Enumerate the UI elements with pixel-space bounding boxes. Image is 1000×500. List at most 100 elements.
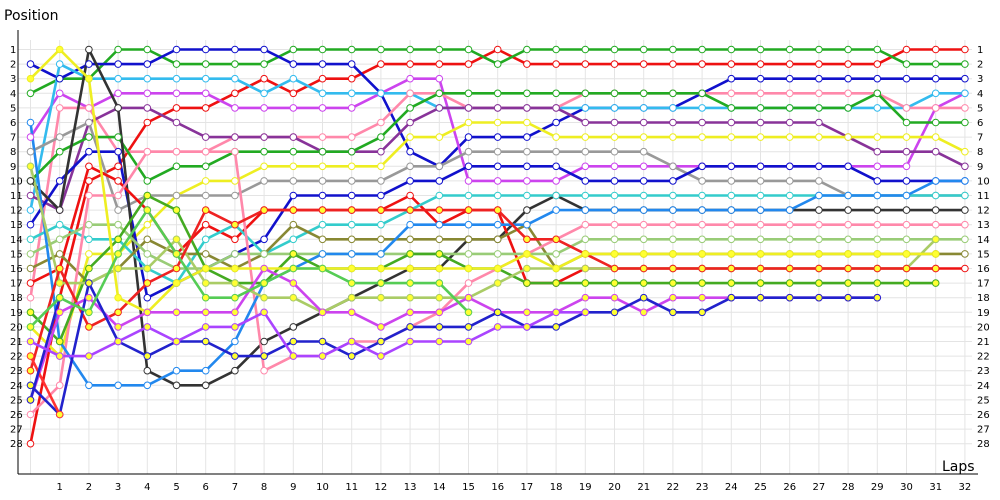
y-tick-label-left: 27 [10,425,23,436]
data-point [55,133,64,141]
x-tick-label: 27 [813,482,826,493]
x-tick-label: 9 [290,482,296,493]
data-point [639,177,648,185]
data-point [523,89,531,98]
data-point [552,118,560,127]
data-point [581,293,590,302]
data-point [318,308,327,317]
data-point [610,191,619,200]
data-point [493,133,502,141]
x-tick-label: 18 [550,482,563,493]
data-point [961,250,969,258]
data-point [464,89,473,98]
data-point [844,104,852,112]
data-point [114,264,122,273]
data-point [961,74,969,83]
data-point [435,293,444,302]
data-point [260,60,268,68]
data-point [785,293,794,302]
data-point [289,133,298,141]
x-tick-label: 24 [725,482,738,493]
data-point [377,133,385,141]
data-point [610,104,619,112]
data-point [114,337,122,346]
data-point [85,381,93,390]
data-point [639,45,648,54]
data-point [727,74,736,83]
data-point [639,206,648,214]
data-point [493,323,502,331]
data-point [26,74,35,83]
data-point [669,308,677,317]
data-point [231,74,239,83]
data-point [523,147,531,156]
data-point [698,250,706,258]
data-point [785,45,794,54]
data-point [493,89,502,98]
data-point [961,235,969,244]
data-point [289,293,298,302]
data-point [377,293,385,302]
data-point [639,235,648,244]
data-point [698,162,706,171]
x-tick-label: 8 [261,482,267,493]
data-point [318,60,327,68]
data-point [581,308,590,317]
data-point [464,147,473,156]
data-point [231,133,239,141]
data-point [114,308,122,317]
data-point [581,133,590,141]
data-point [581,104,590,112]
data-point [844,220,852,229]
data-point [55,235,64,244]
data-point [201,162,210,171]
data-point [231,45,239,54]
data-point [493,191,502,200]
x-tick-label: 20 [608,482,621,493]
data-point [318,352,327,360]
data-point [172,118,181,127]
data-point [435,206,444,214]
data-point [435,235,444,244]
data-point [581,279,590,287]
data-point [406,177,414,185]
data-point [201,366,210,375]
y-tick-label-right: 5 [977,103,983,114]
data-point [581,177,590,185]
y-tick-label-right: 15 [977,249,990,260]
data-point [55,250,64,258]
x-tick-label: 21 [637,482,650,493]
data-point [143,220,152,229]
data-point [435,279,444,287]
data-point [260,89,268,98]
data-point [260,147,268,156]
data-point [406,74,414,83]
data-point [698,133,706,141]
data-point [785,177,794,185]
data-point [260,366,268,375]
data-point [318,264,327,273]
y-tick-label-right: 9 [977,162,983,173]
data-point [347,45,356,54]
data-point [406,162,414,171]
data-point [318,147,327,156]
data-point [231,352,239,360]
data-point [435,337,444,346]
data-point [902,220,911,229]
data-point [85,45,93,54]
data-point [26,60,35,68]
data-point [873,133,882,141]
data-point [727,191,736,200]
data-point [756,250,765,258]
data-point [464,308,473,317]
data-point [347,264,356,273]
data-point [669,89,677,98]
data-point [172,45,181,54]
data-point [318,177,327,185]
x-tick-label: 30 [900,482,913,493]
data-point [201,133,210,141]
data-point [610,264,619,273]
data-point [172,250,181,258]
data-point [260,162,268,171]
